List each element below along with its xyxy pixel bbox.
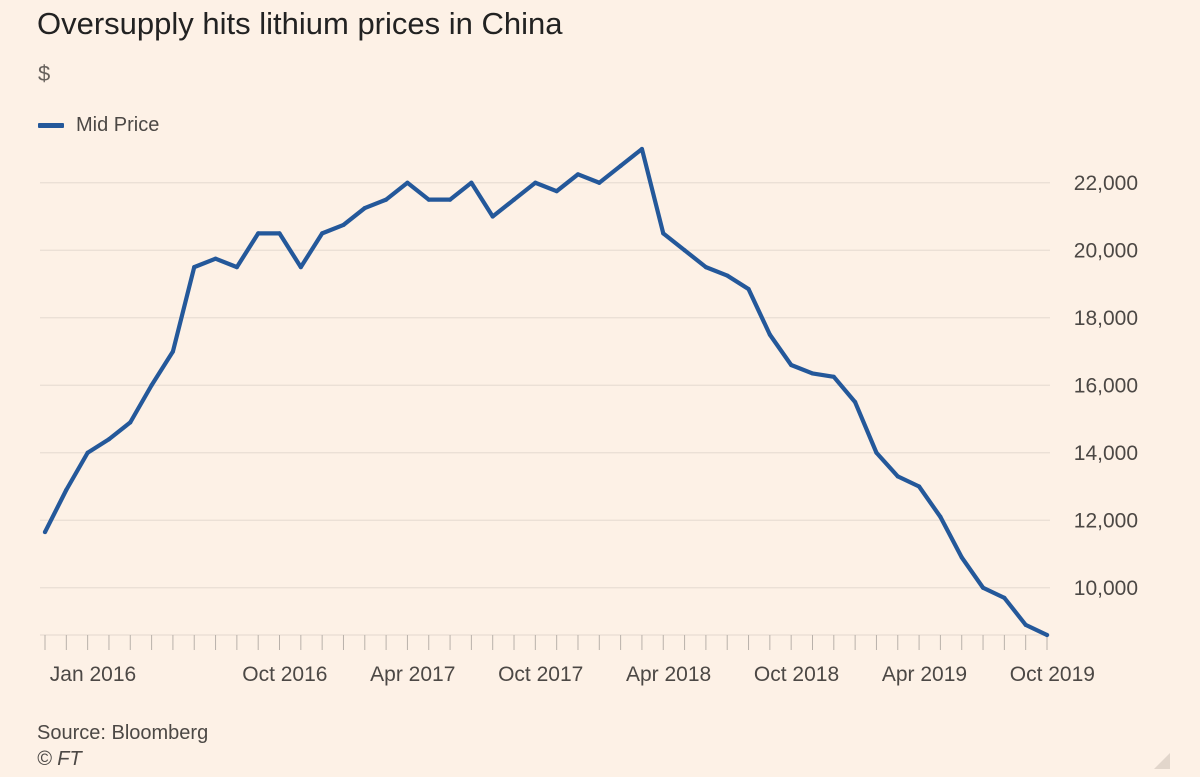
data-point [618, 163, 623, 168]
data-point [128, 420, 133, 425]
data-point [320, 231, 325, 236]
data-point [256, 231, 261, 236]
source-note: Source: Bloomberg [37, 722, 209, 744]
data-point [149, 383, 154, 388]
data-point [895, 474, 900, 479]
data-point [1044, 632, 1050, 638]
mid-price-line [42, 146, 1050, 638]
data-point [980, 585, 986, 590]
resize-handle-icon[interactable] [1154, 753, 1170, 769]
x-tick-label: Apr 2017 [370, 663, 455, 686]
data-point [341, 222, 346, 228]
data-point [554, 189, 559, 194]
data-point [810, 371, 815, 376]
data-point [298, 265, 303, 270]
data-point [533, 180, 538, 185]
legend-label: Mid Price [76, 114, 160, 136]
x-tick-label: Jan 2016 [50, 663, 136, 686]
data-point [277, 231, 282, 236]
y-axis-unit: $ [38, 61, 51, 86]
x-axis [40, 634, 1050, 650]
data-point [469, 180, 474, 185]
data-point [597, 180, 602, 185]
data-point [767, 332, 772, 337]
data-point [959, 555, 964, 560]
copyright-note: © FT [37, 748, 82, 770]
data-point [746, 286, 751, 292]
data-point [661, 231, 666, 236]
data-point [575, 172, 581, 177]
data-point [916, 484, 922, 489]
data-point [938, 514, 943, 519]
data-point [42, 529, 48, 535]
data-point [1002, 595, 1007, 600]
chart-title: Oversupply hits lithium prices in China [37, 6, 563, 41]
data-point [384, 197, 389, 202]
data-point [192, 265, 197, 270]
y-tick-label: 10,000 [1074, 577, 1138, 600]
data-point [447, 197, 453, 202]
grid-lines [40, 182, 1050, 589]
y-tick-label: 22,000 [1074, 172, 1138, 195]
data-point [639, 146, 645, 152]
x-tick-label: Oct 2016 [242, 663, 327, 686]
data-point [853, 400, 858, 405]
y-tick-label: 12,000 [1074, 509, 1138, 532]
data-point [789, 362, 794, 368]
data-point [682, 248, 687, 253]
data-point [1023, 622, 1028, 627]
data-point [213, 256, 218, 261]
legend-swatch [38, 122, 64, 128]
data-point [85, 450, 90, 455]
x-tick-label: Apr 2018 [626, 663, 711, 686]
x-axis-ticks: Jan 2016 Oct 2016 Apr 2017 Oct 2017 Apr 2018… [50, 663, 1095, 686]
data-point [490, 214, 495, 219]
x-tick-label: Apr 2019 [882, 663, 967, 686]
x-tick-label: Oct 2018 [754, 663, 839, 686]
y-tick-label: 16,000 [1074, 374, 1138, 397]
y-tick-label: 14,000 [1074, 442, 1138, 465]
y-tick-label: 20,000 [1074, 239, 1138, 262]
legend: Mid Price [38, 111, 159, 139]
data-point [831, 374, 836, 379]
y-tick-label: 18,000 [1074, 307, 1138, 330]
data-point [511, 197, 517, 202]
data-point [426, 197, 431, 202]
data-point [874, 450, 879, 455]
x-tick-label: Oct 2019 [1010, 663, 1095, 686]
data-point [64, 487, 69, 492]
data-point [170, 349, 176, 354]
x-tick-label: Oct 2017 [498, 663, 583, 686]
data-point [405, 180, 410, 185]
data-point [106, 437, 112, 442]
data-point [703, 265, 708, 270]
data-point [234, 265, 239, 270]
y-axis-ticks: 10,000 12,000 14,000 16,000 18,000 20,000 22,0… [1074, 172, 1138, 600]
data-point [362, 205, 367, 211]
data-point [725, 273, 730, 278]
series-layer [42, 146, 1050, 638]
